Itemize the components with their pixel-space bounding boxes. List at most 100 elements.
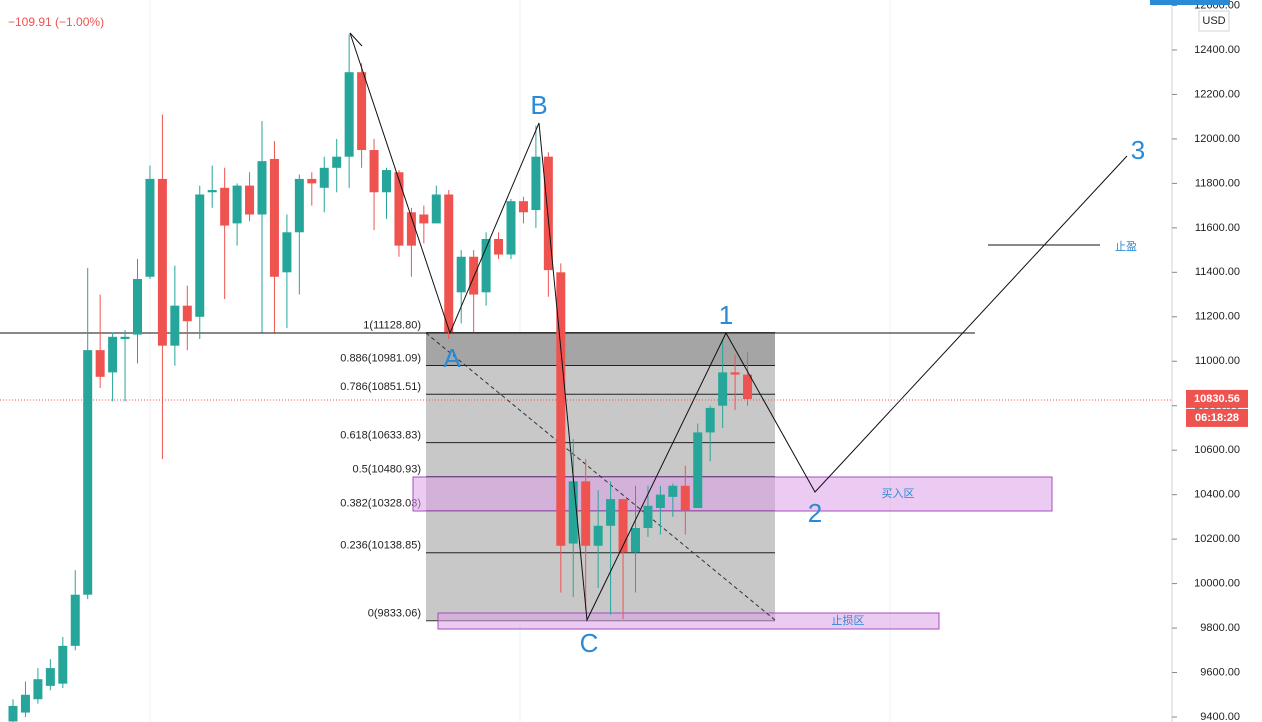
take-profit-label: 止盈: [1115, 240, 1137, 253]
candle-body: [382, 170, 391, 193]
candle-body: [344, 72, 354, 157]
wave-label: 3: [1131, 135, 1145, 165]
candle-body: [481, 238, 491, 293]
wave-tick: [349, 32, 363, 47]
candle-body: [182, 305, 192, 322]
fib-label: 0.382(10328.03): [340, 498, 421, 510]
candle-body: [8, 705, 18, 722]
candle-body: [506, 201, 516, 255]
candle-body: [319, 167, 329, 188]
buy-zone-label: 买入区: [882, 487, 915, 500]
wave-label: 1: [719, 300, 733, 330]
last-price-box: [1186, 389, 1248, 408]
y-tick-label: 9600.00: [1200, 666, 1240, 678]
last-price: 10830.56: [1194, 393, 1240, 405]
candle-body: [606, 499, 616, 526]
y-tick-label: 11400.00: [1195, 266, 1240, 278]
y-tick-label: 10400.00: [1194, 489, 1240, 501]
candle-body: [394, 172, 404, 246]
y-tick-label: 10200.00: [1194, 533, 1240, 545]
wave-label: B: [530, 90, 547, 120]
candle-body: [668, 485, 678, 497]
toolbar-accent: [1150, 0, 1230, 5]
price-axis: [1172, 0, 1262, 722]
candle-body: [531, 156, 541, 211]
candle-body: [456, 256, 466, 293]
candle-body: [245, 185, 255, 215]
candle-body: [332, 156, 342, 168]
wave-label: 2: [808, 498, 822, 528]
wave-label: C: [580, 628, 599, 658]
candle-body: [33, 679, 43, 700]
candle-body: [431, 194, 441, 224]
candle-body: [469, 256, 479, 295]
currency: USD: [1202, 15, 1225, 27]
candle-body: [357, 72, 367, 151]
candle-body: [70, 594, 80, 646]
candle-body: [693, 432, 703, 508]
candle-body: [83, 350, 93, 595]
y-tick-label: 11800.00: [1195, 177, 1240, 189]
y-tick-label: 9800.00: [1200, 622, 1240, 634]
candle-body: [643, 505, 653, 529]
y-tick-label: 11600.00: [1195, 222, 1240, 234]
y-tick-label: 12600.00: [1194, 0, 1240, 11]
candle-body: [730, 372, 740, 375]
candle-body: [220, 187, 230, 226]
y-tick-label: 10600.00: [1194, 444, 1240, 456]
fib-label: 1(11128.80): [363, 320, 421, 332]
candle-body: [207, 190, 217, 193]
fib-label: 0.886(10981.09): [340, 352, 421, 364]
candle-body: [45, 668, 55, 686]
candle-body: [518, 201, 528, 213]
candle-body: [269, 158, 279, 277]
candle-body: [120, 336, 130, 340]
fib-label: 0.236(10138.85): [340, 540, 421, 552]
y-tick-label: 12400.00: [1194, 44, 1240, 56]
fib-label: 0.5(10480.93): [353, 464, 422, 476]
stop-loss-label: 止损区: [832, 613, 865, 627]
candle-body: [494, 238, 504, 255]
currency-box: [1198, 10, 1230, 32]
candles: [8, 34, 753, 722]
candle-body: [705, 407, 715, 433]
candle-body: [133, 278, 142, 335]
wave-label: A: [443, 343, 461, 373]
candle-body: [369, 150, 379, 193]
candle-body: [556, 272, 566, 546]
candle-body: [108, 336, 118, 373]
y-tick-label: 9400.00: [1200, 711, 1240, 722]
candle-body: [680, 485, 690, 511]
y-tick-label: 11200.00: [1195, 311, 1240, 323]
countdown-box: [1186, 408, 1248, 427]
buy-zone: [412, 476, 1053, 512]
y-tick-label: 10000.00: [1194, 578, 1240, 590]
candle-body: [294, 178, 304, 233]
fib-label: 0.618(10633.83): [340, 430, 421, 442]
fib-label: 0(9833.06): [368, 608, 421, 620]
y-tick-label: 12000.00: [1194, 133, 1240, 145]
candle-body: [406, 212, 416, 246]
candle-body: [58, 645, 68, 684]
candle-body: [743, 374, 753, 400]
y-tick-label: 11000.00: [1195, 355, 1240, 367]
wave-path: [349, 32, 1128, 622]
candle-body: [145, 178, 155, 277]
candle-body: [170, 305, 180, 346]
fib-diagonal: [425, 332, 776, 621]
candle-body: [95, 350, 105, 377]
candle-body: [307, 178, 317, 184]
candle-body: [444, 194, 454, 333]
fib-label: 0.786(10851.51): [340, 381, 421, 393]
candle-body: [195, 194, 205, 317]
candle-body: [718, 372, 728, 406]
candle-body: [631, 528, 640, 553]
candle-body: [581, 481, 591, 546]
candle-body: [593, 525, 603, 546]
candle-body: [257, 161, 267, 215]
countdown: 06:18:28: [1195, 412, 1239, 424]
header-change: −109.91 (−1.00%): [8, 15, 104, 29]
candle-body: [618, 499, 628, 553]
stop-loss-zone: [437, 612, 940, 630]
